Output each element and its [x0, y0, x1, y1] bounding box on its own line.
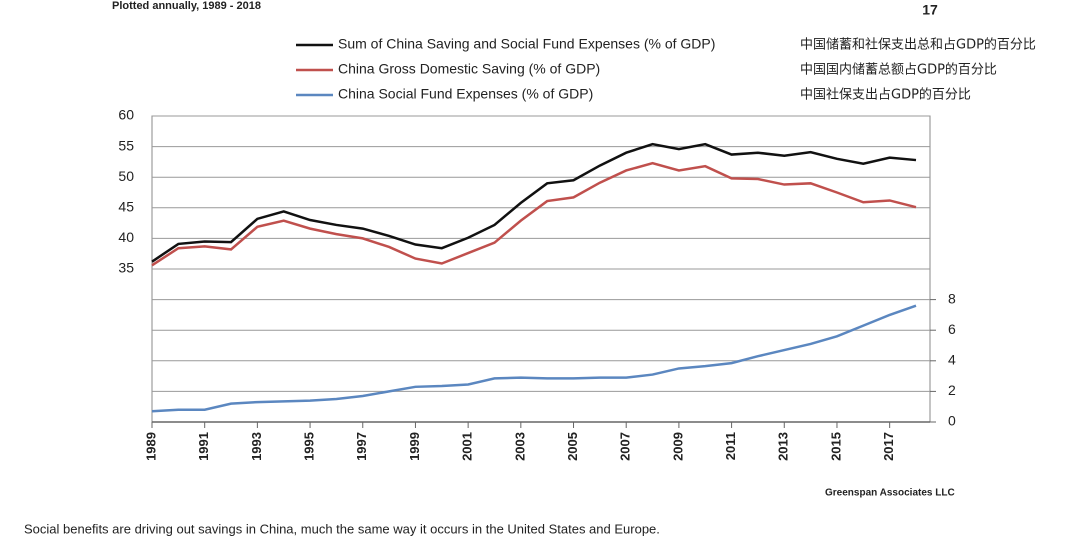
series-line — [151, 161, 917, 267]
y-tick-label: 40 — [118, 229, 134, 245]
x-tick-label: 1999 — [407, 432, 422, 461]
y2-tick-label: 8 — [948, 290, 956, 306]
x-tick-label: 2011 — [723, 432, 738, 460]
caption: Social benefits are driving out savings … — [24, 521, 660, 536]
x-tick-label: 1993 — [249, 432, 264, 461]
y-tick-label: 60 — [118, 107, 134, 123]
x-tick-label: 2013 — [776, 432, 791, 461]
x-tick-label: 2001 — [460, 432, 475, 461]
x-tick-label: 1989 — [143, 432, 158, 461]
subtitle: Plotted annually, 1989 - 2018 — [112, 0, 261, 12]
y-tick-label: 50 — [118, 168, 134, 184]
y-tick-label: 35 — [118, 260, 134, 276]
x-tick-label: 1991 — [196, 432, 211, 461]
series-line — [151, 304, 917, 413]
series-line — [151, 142, 917, 263]
x-tick-label: 2007 — [618, 432, 633, 461]
legend-label: China Social Fund Expenses (% of GDP) — [338, 86, 593, 102]
x-tick-label: 2009 — [670, 432, 685, 461]
y2-tick-label: 2 — [948, 382, 956, 398]
annotation: 中国社保支出占GDP的百分比 — [800, 87, 971, 103]
x-tick-label: 2015 — [828, 432, 843, 461]
legend-label: China Gross Domestic Saving (% of GDP) — [338, 61, 600, 77]
y2-tick-label: 4 — [948, 352, 956, 368]
x-tick-label: 2017 — [881, 432, 896, 461]
x-tick-label: 2005 — [565, 432, 580, 461]
legend-label: Sum of China Saving and Social Fund Expe… — [338, 36, 715, 52]
annotation: 中国储蓄和社保支出总和占GDP的百分比 — [800, 37, 1036, 53]
annotation: 中国国内储蓄总额占GDP的百分比 — [800, 62, 997, 78]
y2-tick-label: 0 — [948, 413, 956, 429]
y-tick-label: 45 — [118, 199, 134, 215]
y2-tick-label: 6 — [948, 321, 956, 337]
x-tick-label: 1997 — [354, 432, 369, 461]
page-number: 17 — [922, 2, 938, 18]
x-tick-label: 1995 — [302, 432, 317, 461]
source: Greenspan Associates LLC — [825, 488, 955, 499]
x-tick-label: 2003 — [512, 432, 527, 461]
y-tick-label: 55 — [118, 137, 134, 153]
